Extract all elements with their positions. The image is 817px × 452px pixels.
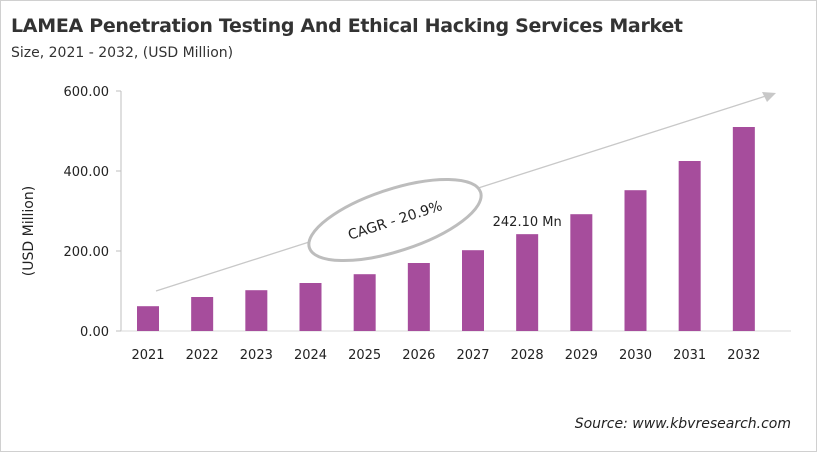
chart-title: LAMEA Penetration Testing And Ethical Ha… (11, 15, 683, 37)
x-tick-label: 2028 (511, 348, 544, 363)
x-tick-label: 2026 (402, 348, 435, 363)
x-tick-label: 2023 (240, 348, 273, 363)
cagr-ellipse (307, 177, 483, 263)
x-tick-label: 2032 (727, 348, 760, 363)
y-tick-label: 0.00 (80, 325, 109, 340)
x-tick-label: 2025 (348, 348, 381, 363)
x-tick-label: 2031 (673, 348, 706, 363)
data-label-2028: 242.10 Mn (493, 215, 562, 230)
x-tick-label: 2021 (131, 348, 164, 363)
x-tick-label: 2022 (186, 348, 219, 363)
bar-2030 (624, 190, 647, 331)
source-note: Source: www.kbvresearch.com (574, 416, 791, 432)
y-axis-label: (USD Million) (21, 186, 37, 276)
chart-subtitle: Size, 2021 - 2032, (USD Million) (11, 45, 234, 61)
bar-2032 (732, 127, 755, 331)
bar-2026 (407, 263, 430, 331)
x-tick-label: 2027 (456, 348, 489, 363)
x-tick-label: 2030 (619, 348, 652, 363)
bar-2021 (137, 306, 159, 331)
bar-2031 (678, 161, 701, 331)
bar-2022 (191, 297, 214, 331)
y-tick-label: 600.00 (64, 85, 110, 100)
bar-2024 (299, 283, 322, 331)
bar-2027 (462, 250, 484, 331)
x-tick-label: 2029 (565, 348, 598, 363)
y-tick-label: 200.00 (64, 245, 110, 260)
bar-2029 (570, 214, 593, 331)
bar-2025 (353, 274, 376, 331)
trend-arrowhead-icon (762, 92, 776, 102)
x-tick-label: 2024 (294, 348, 327, 363)
y-tick-label: 400.00 (64, 165, 110, 180)
bar-2028 (516, 234, 539, 331)
bar-2023 (245, 290, 268, 331)
